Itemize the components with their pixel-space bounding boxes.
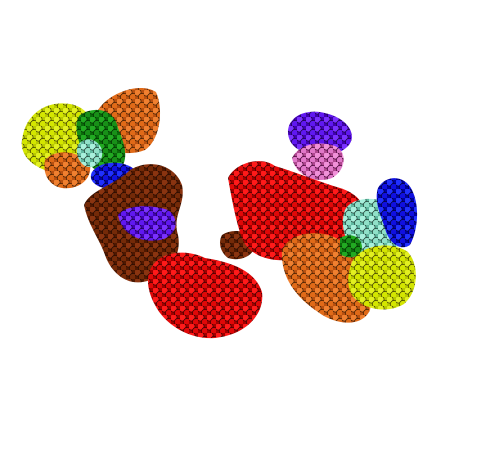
cyan-chain xyxy=(76,139,103,168)
left-domain xyxy=(21,88,161,189)
purple-chain xyxy=(287,111,352,156)
top-domain xyxy=(287,111,352,180)
right-domain xyxy=(228,161,418,323)
purple-chain xyxy=(118,206,176,241)
red-chain xyxy=(228,161,366,261)
pink-chain xyxy=(292,143,344,180)
blue-chain xyxy=(376,178,418,248)
orange-chain xyxy=(44,152,91,189)
yellow-chain xyxy=(348,245,416,310)
red-chain xyxy=(147,252,263,339)
green-chain xyxy=(340,235,362,258)
middle-domain xyxy=(84,164,263,339)
